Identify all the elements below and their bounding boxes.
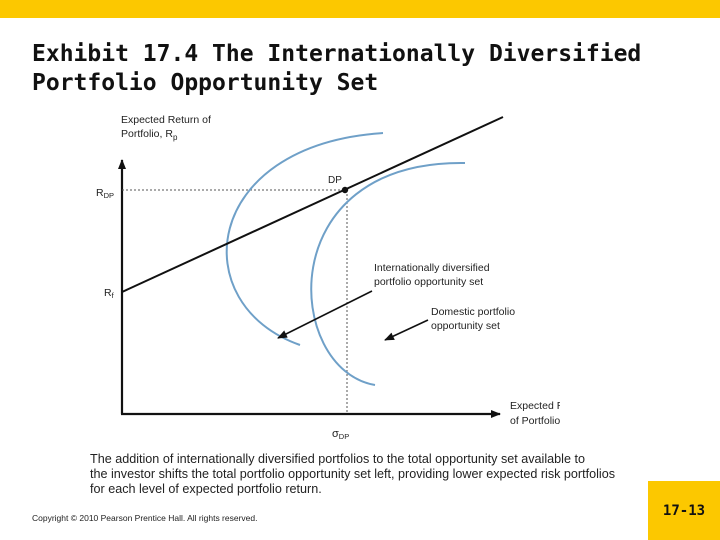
top-accent-bar xyxy=(0,0,720,18)
y-axis-title-subscript: p xyxy=(173,133,178,142)
domestic-set-label: Domestic portfolio opportunity set xyxy=(431,306,518,332)
intl-set-label-line-1: Internationally diversified xyxy=(374,262,490,274)
internationally-diversified-set-curve xyxy=(225,132,384,346)
x-axis-title: Expected Risk xyxy=(510,400,560,412)
intl-set-label-line-2: portfolio opportunity set xyxy=(374,276,483,288)
sigma-dp-letter: σ xyxy=(332,428,339,440)
dp-point-label: DP xyxy=(328,175,342,186)
x-axis-title-2: of Portfolio, σp xyxy=(510,415,560,429)
sigma-dp-subscript: DP xyxy=(339,432,349,441)
caption-line-1: The addition of internationally diversif… xyxy=(90,452,585,466)
y-axis-title: Expected Return of xyxy=(121,114,211,126)
dp-tangency-point xyxy=(341,186,349,194)
rf-subscript: f xyxy=(112,291,115,300)
slide-title-line-1: Exhibit 17.4 The Internationally Diversi… xyxy=(32,41,642,67)
intl-set-label: Internationally diversified portfolio op… xyxy=(374,262,492,288)
caption-line-2: the investor shifts the total portfolio … xyxy=(90,467,616,481)
copyright-notice: Copyright © 2010 Pearson Prentice Hall. … xyxy=(32,513,258,523)
r-dp-letter: R xyxy=(96,187,104,199)
domestic-set-label-line-2: opportunity set xyxy=(431,320,500,332)
opportunity-set-diagram: Expected Return of Portfolio, Rp Expecte… xyxy=(96,114,560,441)
diagram-caption: The addition of internationally diversif… xyxy=(90,452,650,497)
x-axis-title-line-1: Expected Risk xyxy=(510,400,560,412)
y-axis-title-line-1: Expected Return of xyxy=(121,114,211,126)
domestic-portfolio-set-curve xyxy=(310,161,466,386)
y-axis-title-2: Portfolio, Rp xyxy=(121,128,178,142)
domestic-set-callout-arrow xyxy=(384,319,429,341)
intl-set-callout-arrow xyxy=(277,290,373,339)
r-dp-axis-label: RDP xyxy=(96,187,114,200)
x-axis-title-line-2: of Portfolio, σ xyxy=(510,415,560,427)
r-dp-subscript: DP xyxy=(104,191,114,200)
page-number: 17-13 xyxy=(662,503,706,519)
slide-title-line-2: Portfolio Opportunity Set xyxy=(32,70,379,96)
rf-letter: R xyxy=(104,287,112,299)
sigma-dp-axis-label: σDP xyxy=(332,428,349,441)
rf-axis-label: Rf xyxy=(104,287,115,300)
page-number-box: 17-13 xyxy=(648,481,720,540)
y-axis-title-line-2: Portfolio, R xyxy=(121,128,173,140)
caption-line-3: for each level of expected portfolio ret… xyxy=(90,482,322,496)
slide-title: Exhibit 17.4 The Internationally Diversi… xyxy=(32,40,672,98)
capital-allocation-line xyxy=(121,116,504,293)
domestic-set-label-line-1: Domestic portfolio xyxy=(431,306,515,318)
